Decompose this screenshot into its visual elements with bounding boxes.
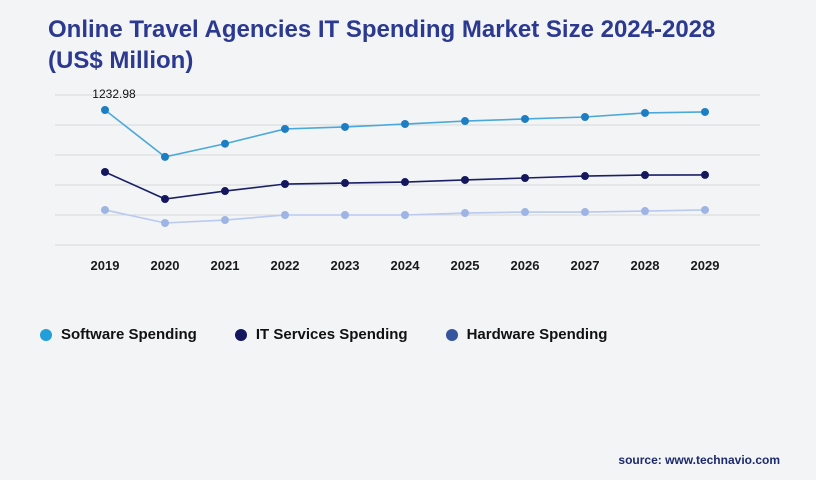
data-point-marker — [581, 172, 589, 181]
it-services-spending-dot-icon — [234, 328, 247, 341]
data-point-marker — [641, 108, 649, 117]
legend-item-software-spending: Software Spending — [40, 326, 197, 343]
legend: Software Spending IT Services Spending H… — [40, 326, 607, 343]
data-point-marker — [341, 179, 349, 188]
data-point-marker — [701, 170, 709, 179]
legend-label: IT Services Spending — [255, 326, 408, 343]
data-label: 1232.98 — [92, 87, 136, 101]
data-point-marker — [221, 139, 229, 148]
data-point-marker — [281, 124, 289, 133]
chart-area: 2019 2020 2021 2022 2023 2024 2025 2026 2027 2028… — [0, 87, 816, 287]
x-axis-label: 2025 — [451, 258, 480, 273]
source-credit: source: www.technavio.com — [618, 453, 780, 467]
data-point-marker — [401, 178, 409, 187]
data-point-marker — [161, 152, 169, 161]
chart-title: Online Travel Agencies IT Spending Marke… — [48, 16, 716, 75]
x-axis-label: 2021 — [211, 258, 240, 273]
data-point-marker — [161, 195, 169, 204]
data-point-marker — [461, 209, 469, 218]
software-spending-dot-icon — [40, 328, 52, 341]
data-point-marker — [341, 122, 349, 131]
data-point-marker — [641, 207, 649, 216]
x-axis-label: 2024 — [391, 258, 421, 273]
data-point-marker — [461, 175, 469, 184]
data-point-marker — [701, 205, 709, 214]
data-point-marker — [641, 171, 649, 180]
data-point-marker — [221, 187, 229, 196]
data-point-marker — [221, 216, 229, 225]
data-point-marker — [521, 208, 529, 217]
data-point-marker — [461, 117, 469, 126]
data-point-marker — [161, 218, 169, 227]
x-axis-label: 2028 — [631, 258, 660, 273]
x-axis-label: 2019 — [91, 258, 120, 273]
hardware-spending-dot-icon — [445, 328, 458, 341]
data-point-marker — [281, 211, 289, 219]
data-point-marker — [341, 211, 349, 219]
data-point-marker — [101, 167, 109, 176]
data-point-marker — [581, 113, 589, 122]
data-point-marker — [701, 107, 709, 116]
x-axis-label: 2027 — [571, 258, 600, 273]
data-point-marker — [521, 173, 529, 182]
x-axis-label: 2022 — [271, 258, 300, 273]
legend-item-it-services-spending: IT Services Spending — [234, 326, 408, 343]
legend-item-hardware-spending: Hardware Spending — [445, 326, 608, 343]
x-axis-label: 2020 — [151, 258, 180, 273]
series-line — [104, 109, 706, 158]
data-point-marker — [521, 114, 529, 123]
legend-label: Software Spending — [61, 326, 197, 343]
data-point-marker — [401, 211, 409, 219]
data-point-marker — [581, 208, 589, 217]
line-chart: 2019 2020 2021 2022 2023 2024 2025 2026 2027 2028… — [55, 87, 760, 273]
legend-label: Hardware Spending — [466, 326, 608, 343]
x-axis-label: 2026 — [511, 258, 540, 273]
data-point-marker — [401, 120, 409, 129]
data-point-marker — [101, 205, 109, 214]
data-point-marker — [281, 180, 289, 189]
x-axis-label: 2029 — [691, 258, 720, 273]
x-axis-label: 2023 — [331, 258, 360, 273]
data-point-marker — [101, 106, 109, 115]
